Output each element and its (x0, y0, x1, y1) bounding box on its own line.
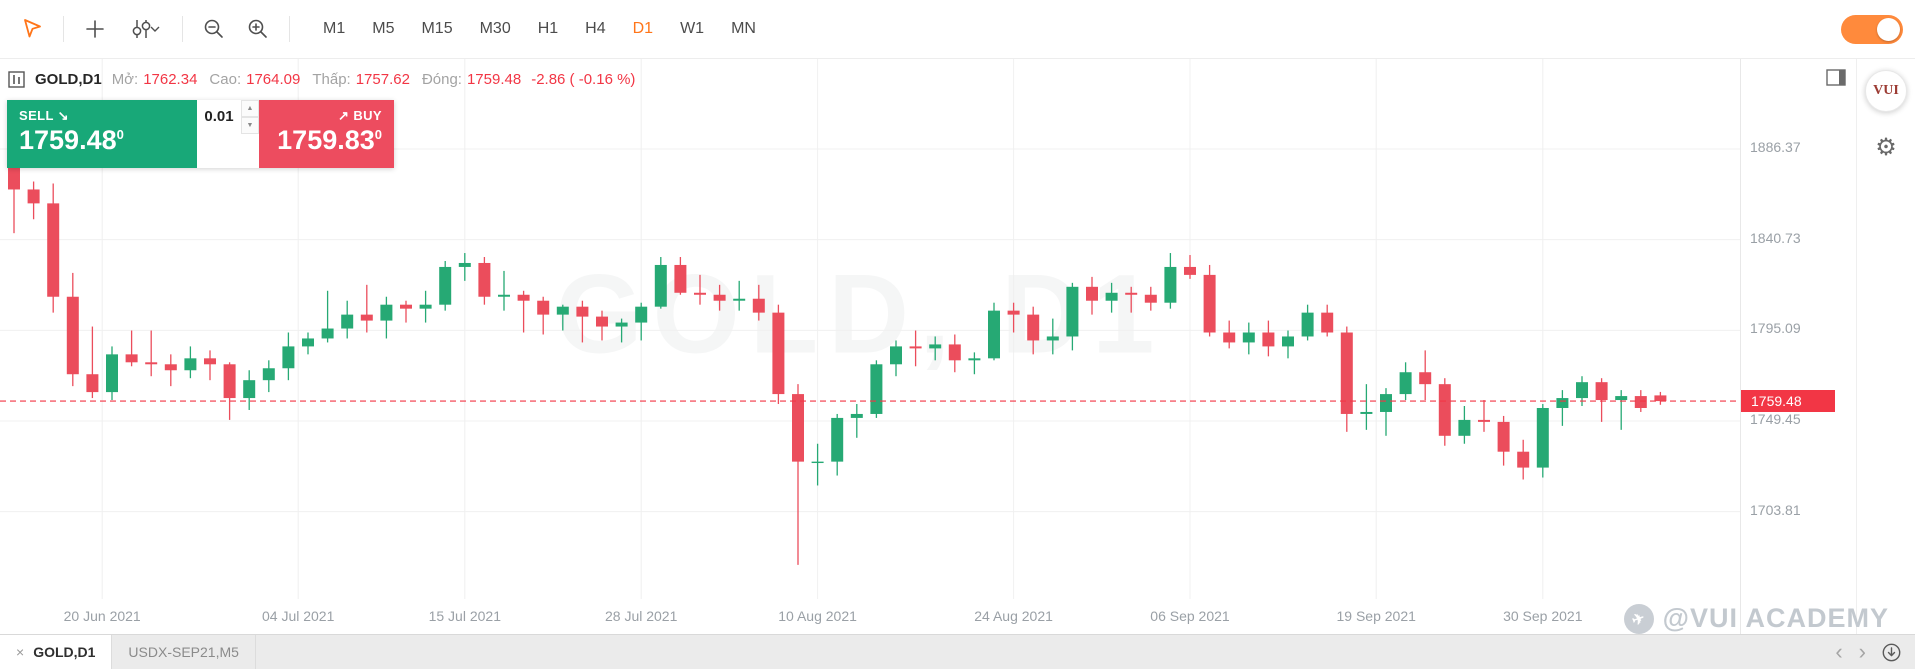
vui-academy-text: @VUI ACADEMY (1662, 603, 1889, 633)
y-axis-label: 1840.73 (1750, 229, 1801, 246)
timeframe-m30[interactable]: M30 (479, 20, 511, 37)
vui-logo: VUI (1865, 70, 1907, 112)
trade-panel: SELL ↘ 1759.480 0.01 ▲ ▼ ↗ BUY (7, 100, 394, 168)
scroll-left-icon[interactable]: ‹ (1835, 639, 1843, 664)
date-axis: 20 Jun 2021 04 Jul 2021 15 Jul 2021 28 Jul … (0, 608, 1740, 628)
panel-toggle-icon[interactable] (1826, 69, 1846, 86)
ohlc-field: Mở: 1762.34 (111, 71, 198, 88)
settings-gear-icon[interactable]: ⚙ (1875, 134, 1897, 161)
zoom-in-icon (248, 19, 267, 38)
indicators-tool-button[interactable] (117, 9, 173, 49)
buy-arrow-icon: ↗ (338, 108, 350, 123)
bottom-bar-actions: ‹ › (1835, 635, 1915, 669)
ohlc-field: Đóng: 1759.48 (421, 71, 522, 88)
timeframe-h1[interactable]: H1 (537, 20, 559, 37)
x-axis-label: 15 Jul 2021 (428, 608, 501, 624)
theme-toggle[interactable] (1841, 15, 1903, 44)
volume-increase-button[interactable]: ▲ (241, 100, 259, 117)
cursor-tool-button[interactable] (10, 9, 54, 49)
zoom-out-button[interactable] (192, 9, 236, 49)
volume-input[interactable]: 0.01 (204, 108, 234, 125)
timeframe-d1[interactable]: D1 (632, 20, 654, 37)
y-axis-label: 1749.45 (1750, 411, 1801, 427)
timeframe-mn[interactable]: MN (731, 20, 756, 37)
timeframe-m5[interactable]: M5 (372, 20, 395, 37)
tab-gold-d1[interactable]: × GOLD,D1 (0, 635, 113, 669)
x-axis-label: 30 Sep 2021 (1503, 608, 1583, 624)
price-axis[interactable]: 1759.48 1886.37 1840.73 1795.09 1749.45 1703… (1740, 59, 1856, 634)
bottom-tab-bar: × GOLD,D1 USDX-SEP21,M5 ‹ › (0, 634, 1915, 669)
right-rail: VUI ⚙ (1856, 59, 1915, 634)
chart-area: GOLD, D1 GOLD,D1 Mở: 1762.34 Cao: 1764.09 Th… (0, 59, 1740, 634)
buy-price: 1759.830 (277, 125, 382, 155)
ohlc-field: Cao: 1764.09 (209, 71, 301, 88)
buy-label: BUY (353, 108, 382, 123)
toolbar-divider (63, 16, 64, 42)
chart-header: GOLD,D1 Mở: 1762.34 Cao: 1764.09 Thấp: 1757.6… (8, 71, 635, 88)
buy-button[interactable]: ↗ BUY 1759.830 (259, 100, 394, 168)
x-axis-label: 10 Aug 2021 (778, 608, 857, 624)
ohlc-values: Mở: 1762.34 Cao: 1764.09 Thấp: 1757.62 Đóng: 17… (112, 71, 522, 88)
x-axis-label: 19 Sep 2021 (1336, 608, 1416, 624)
toolbar-divider (289, 16, 290, 42)
indicators-icon (132, 20, 151, 38)
symbol-chart-icon (8, 71, 25, 88)
close-tab-icon[interactable]: × (16, 644, 25, 660)
change-value: -2.86 ( -0.16 %) (531, 71, 636, 88)
chart-tabs: × GOLD,D1 USDX-SEP21,M5 (0, 635, 256, 669)
zoom-out-icon (204, 19, 223, 38)
x-axis-label: 20 Jun 2021 (63, 608, 141, 624)
y-axis-label: 1795.09 (1750, 320, 1801, 337)
x-axis-label: 24 Aug 2021 (974, 608, 1053, 624)
crosshair-icon (86, 20, 104, 38)
volume-spinner: ▲ ▼ (241, 100, 259, 134)
download-icon[interactable] (1882, 643, 1901, 662)
x-axis-label: 04 Jul 2021 (261, 608, 335, 624)
vui-academy-watermark: ✈ @VUI ACADEMY (1623, 603, 1889, 634)
candles-layer[interactable] (8, 164, 1667, 565)
volume-box: 0.01 ▲ ▼ (197, 100, 259, 168)
crosshair-tool-button[interactable] (73, 9, 117, 49)
current-price-tag: 1759.48 (1741, 390, 1835, 413)
y-axis-label: 1886.37 (1750, 139, 1801, 155)
sell-button[interactable]: SELL ↘ 1759.480 (7, 100, 197, 168)
sell-label: SELL (19, 108, 54, 123)
ohlc-field: Thấp: 1757.62 (312, 71, 410, 88)
top-toolbar: M1 M5 M15 M30 H1 H4 D1 W1 MN (0, 0, 1915, 59)
volume-decrease-button[interactable]: ▼ (241, 117, 259, 134)
cursor-icon (24, 19, 41, 38)
sell-arrow-icon: ↘ (57, 108, 69, 123)
toolbar-divider (182, 16, 183, 42)
toggle-knob (1877, 18, 1900, 41)
zoom-in-button[interactable] (236, 9, 280, 49)
sell-price: 1759.480 (19, 125, 124, 155)
x-axis-label: 06 Sep 2021 (1150, 608, 1230, 624)
tab-usdx-sep21-m5[interactable]: USDX-SEP21,M5 (112, 635, 256, 669)
timeframe-m15[interactable]: M15 (421, 20, 453, 37)
chevron-down-icon (150, 26, 160, 32)
scroll-right-icon[interactable]: › (1858, 639, 1866, 664)
x-axis-label: 28 Jul 2021 (604, 608, 678, 624)
symbol-label: GOLD,D1 (35, 71, 102, 88)
y-axis-label: 1703.81 (1750, 501, 1801, 518)
timeframe-w1[interactable]: W1 (680, 20, 705, 37)
timeframe-m1[interactable]: M1 (323, 20, 346, 37)
timeframe-row: M1 M5 M15 M30 H1 H4 D1 W1 MN (323, 20, 756, 38)
timeframe-h4[interactable]: H4 (585, 20, 606, 37)
vui-academy-logo-icon: ✈ (1623, 603, 1654, 634)
